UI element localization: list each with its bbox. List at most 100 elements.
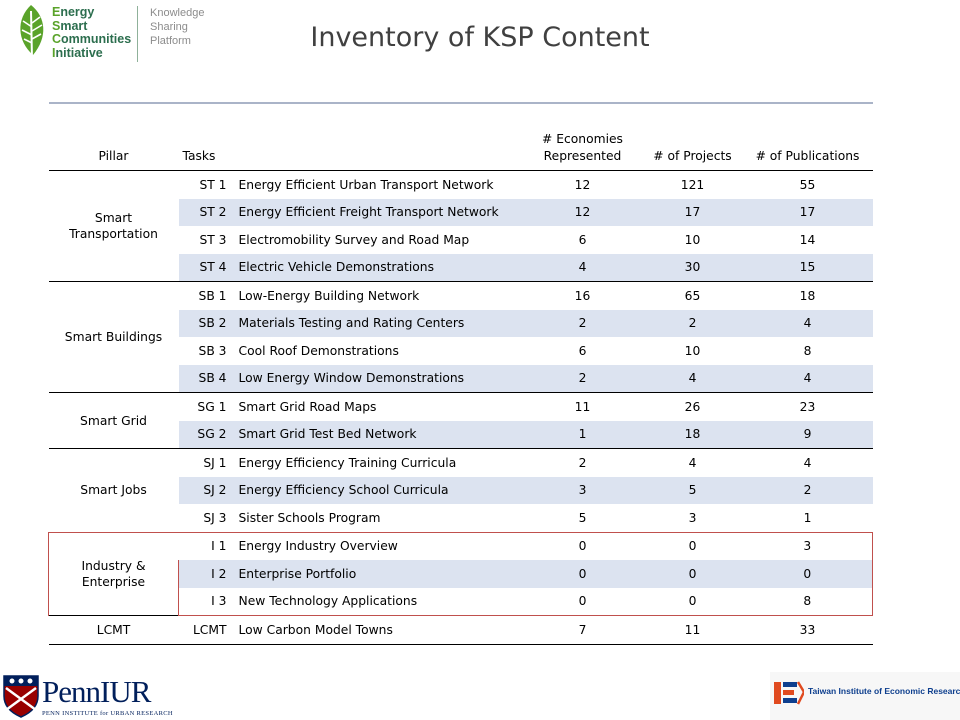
pillar-cell: Smart Jobs [48,448,179,532]
publications-cell: 8 [803,343,812,358]
task-name-cell: Smart Grid Road Maps [232,392,523,421]
task-name-cell: Low Carbon Model Towns [232,615,523,645]
task-cell: I 2 [178,560,233,588]
task-cell: SB 3 [198,343,227,358]
economies-cell: 1 [522,420,643,449]
penn-iur-logo: PennIUR PENN INSTITUTE for URBAN RESEARC… [0,672,173,720]
header-economies: # Economies Represented [522,102,643,171]
esci-logo-word: ommunities [61,32,132,46]
task-cell: SJ 1 [178,448,233,477]
table-row: Smart Jobs SJ 1 Energy Efficiency Training… [48,448,873,532]
task-name-cell: Low Energy Window Demonstrations [232,364,523,393]
publications-cell: 4 [742,309,873,337]
page-title: Inventory of KSP Content [310,22,650,53]
table-row: Smart Grid SG 1 Smart Grid Road Maps 11 26 23 [48,392,873,449]
pillar-group: Smart Grid SG 1 Smart Grid Road Maps 11 26 23… [48,392,873,449]
economies-cell: 0 [522,587,643,616]
task-cell: ST 3 [199,232,227,247]
table-row: SB 4 Low Energy Window Demonstrations 2 4 4 [49,364,873,393]
task-cell: SG 2 [178,420,233,449]
economies-cell: 2 [522,448,643,477]
economies-cell: 16 [522,281,643,310]
task-cell: I 3 [178,587,233,616]
esci-logo-line: Communities [52,32,132,47]
projects-cell: 30 [642,253,743,282]
task-name-cell: Electromobility Survey and Road Map [238,232,470,247]
publications-cell: 18 [742,281,873,310]
projects-cell: 0 [642,560,743,588]
projects-cell: 4 [642,364,743,393]
penn-wordmark: PennIUR [42,674,151,710]
publications-cell: 23 [742,392,873,421]
publications-cell: 15 [742,253,873,282]
table-row: SB 2 Materials Testing and Rating Centers… [49,309,873,337]
projects-cell: 4 [642,448,743,477]
table-row: SB 3 Cool Roof Demonstrations 6 10 8 [49,337,873,365]
table-row: I 3 New Technology Applications 0 0 8 [49,587,873,616]
task-cell: SB 4 [178,364,233,393]
task-cell: SB 2 [178,309,233,337]
task-name-cell: New Technology Applications [232,587,523,616]
task-name-cell: Smart Grid Test Bed Network [232,420,523,449]
task-cell: SB 1 [178,281,233,310]
table-row: LCMT LCMT Low Carbon Model Towns 7 11 33 [48,615,873,645]
task-cell: I 1 [178,531,233,560]
task-name-cell: Energy Efficient Freight Transport Netwo… [232,198,523,226]
publications-cell: 8 [742,587,873,616]
pillar-group: Smart Buildings SB 1 Low-Energy Building N… [48,281,873,393]
esci-logo-initial: C [52,32,62,46]
inventory-table: Pillar Tasks # Economies Represented # o… [48,102,873,645]
pillar-cell: Smart Grid [48,392,179,449]
economies-cell: 7 [522,615,643,645]
pillar-group: Smart Transportation ST 1 Energy Efficient… [48,170,873,282]
publications-cell: 17 [742,198,873,226]
projects-cell: 10 [684,232,701,247]
table-row: ST 3 Electromobility Survey and Road Map 6… [49,226,873,254]
task-name-cell: Energy Industry Overview [232,531,523,560]
pillar-cell: Industry & Enterprise [48,531,179,616]
esci-logo-line: Smart [52,18,131,34]
task-name-cell: Materials Testing and Rating Centers [232,309,523,337]
task-cell: SG 1 [178,392,233,421]
tagline-line: Knowledge [150,7,205,19]
iur-word: IUR [100,674,151,709]
projects-cell: 26 [642,392,743,421]
ksp-tagline: Knowledge Sharing Platform [150,6,204,48]
table-header-row: Pillar Tasks # Economies Represented # o… [48,102,873,171]
table-row: SJ 3 Sister Schools Program 5 3 1 [49,504,873,532]
economies-cell: 0 [522,560,643,588]
economies-cell: 3 [522,476,643,504]
table-row: I 2 Enterprise Portfolio 0 0 0 [49,560,873,588]
esci-logo-word: mart [60,18,88,33]
pillar-group: Smart Jobs SJ 1 Energy Efficiency Training… [48,448,873,532]
publications-cell: 1 [803,510,812,525]
header-publications: # of Publications [742,102,873,171]
publications-cell: 2 [742,476,873,504]
esci-logo-word: nergy [60,5,95,19]
esci-logo: Energy Smart Communities Initiative [12,3,137,65]
task-name-cell: Sister Schools Program [238,510,381,525]
esci-logo-line: Energy [52,5,131,20]
projects-cell: 121 [642,170,743,199]
publications-cell: 4 [742,448,873,477]
projects-cell: 17 [642,198,743,226]
economies-cell: 6 [578,232,587,247]
economies-cell: 2 [522,309,643,337]
economies-cell: 12 [522,198,643,226]
table-row: Smart Transportation ST 1 Energy Efficient… [48,170,873,282]
task-name-cell: Cool Roof Demonstrations [238,343,399,358]
projects-cell: 2 [642,309,743,337]
publications-cell: 3 [742,531,873,560]
publications-cell: 55 [742,170,873,199]
economies-cell: 0 [522,531,643,560]
table-row: ST 4 Electric Vehicle Demonstrations 4 30 15 [49,253,873,282]
task-cell: LCMT [178,615,233,645]
publications-cell: 4 [742,364,873,393]
projects-cell: 5 [642,476,743,504]
projects-cell: 10 [684,343,701,358]
penn-shield-icon [3,675,39,718]
economies-cell: 5 [578,510,587,525]
economies-cell: 12 [522,170,643,199]
esci-logo-initial: E [52,5,61,19]
economies-cell: 6 [578,343,587,358]
